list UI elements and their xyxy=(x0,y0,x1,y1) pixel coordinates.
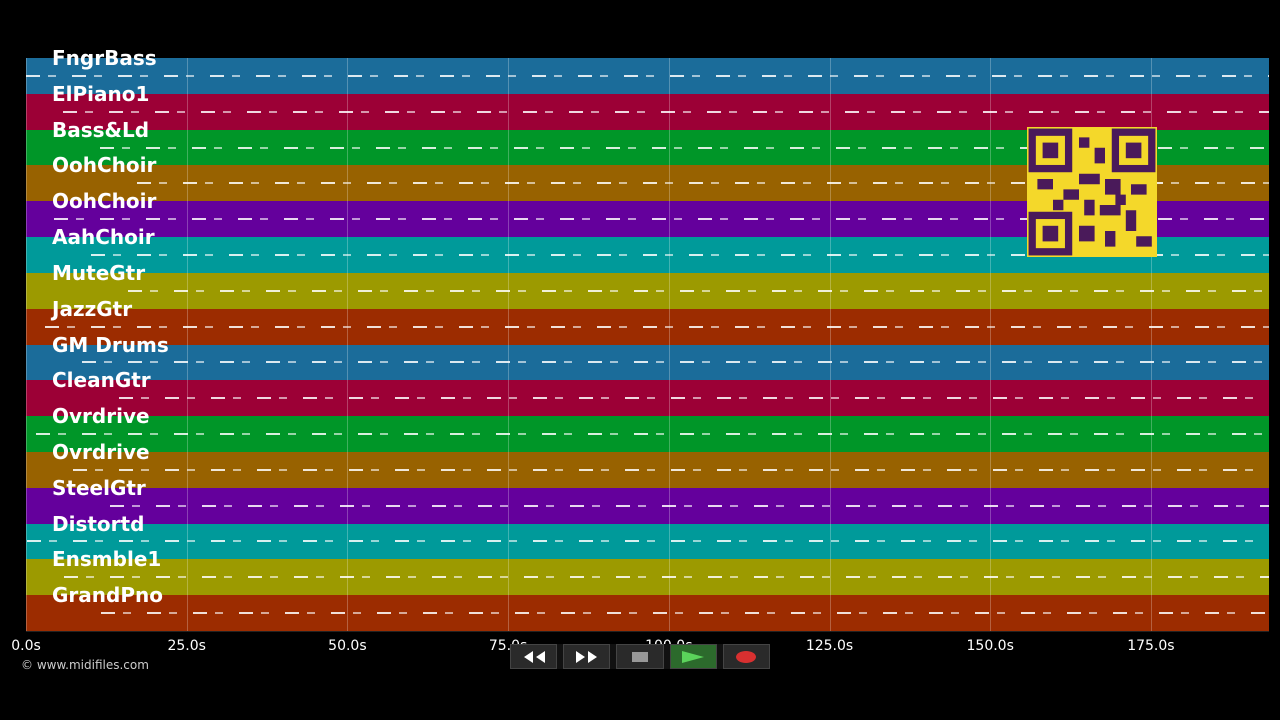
track-name: ElPiano1 xyxy=(52,81,150,106)
track-row xyxy=(26,272,1269,310)
time-tick-label: 25.0s xyxy=(167,638,206,654)
transport-controls xyxy=(510,644,771,669)
grid-line xyxy=(990,58,992,631)
track-name: Ovrdrive xyxy=(52,404,150,429)
time-tick-label: 50.0s xyxy=(328,638,367,654)
track-row xyxy=(26,523,1269,561)
track-name: Ovrdrive xyxy=(52,439,150,464)
track-name: GM Drums xyxy=(52,332,169,357)
time-tick-label: 0.0s xyxy=(11,638,41,654)
copyright: © www.midifiles.com xyxy=(21,658,149,672)
track-name: Ensmble1 xyxy=(52,547,162,572)
track-name: SteelGtr xyxy=(52,475,146,500)
track-name: JazzGtr xyxy=(52,296,133,321)
time-tick-label: 125.0s xyxy=(805,638,854,654)
track-name: MuteGtr xyxy=(52,260,146,285)
grid-line xyxy=(829,58,831,631)
track-name: Distortd xyxy=(52,511,145,536)
fast-forward-button[interactable] xyxy=(563,644,611,669)
track-row xyxy=(26,451,1269,489)
grid-line xyxy=(668,58,670,631)
track-name: FngrBass xyxy=(52,46,157,70)
track-name: Bass&Ld xyxy=(52,117,150,142)
grid-line xyxy=(1150,58,1152,631)
track-row xyxy=(26,559,1269,597)
grid-line xyxy=(508,58,510,631)
track-name: OohChoir xyxy=(52,189,157,214)
track-row xyxy=(26,344,1269,382)
time-tick-label: 175.0s xyxy=(1127,638,1175,654)
stop-button[interactable] xyxy=(616,644,664,669)
grid-line xyxy=(347,58,349,631)
track-name: AahChoir xyxy=(52,225,155,250)
track-row xyxy=(26,93,1269,131)
track-row xyxy=(26,416,1269,453)
track-row xyxy=(26,58,1269,95)
track-name: GrandPno xyxy=(52,583,163,608)
track-row xyxy=(26,487,1269,525)
track-name: OohChoir xyxy=(52,153,157,178)
record-button[interactable] xyxy=(722,644,771,669)
track-row xyxy=(26,380,1269,418)
track-name: CleanGtr xyxy=(52,368,151,393)
rewind-button[interactable] xyxy=(510,644,558,669)
qr-code xyxy=(1027,127,1157,257)
grid-line xyxy=(26,58,27,631)
play-button[interactable] xyxy=(669,644,717,669)
grid-line xyxy=(186,58,188,631)
track-row xyxy=(26,595,1269,632)
time-tick-label: 150.0s xyxy=(966,638,1014,654)
track-row xyxy=(26,308,1269,346)
